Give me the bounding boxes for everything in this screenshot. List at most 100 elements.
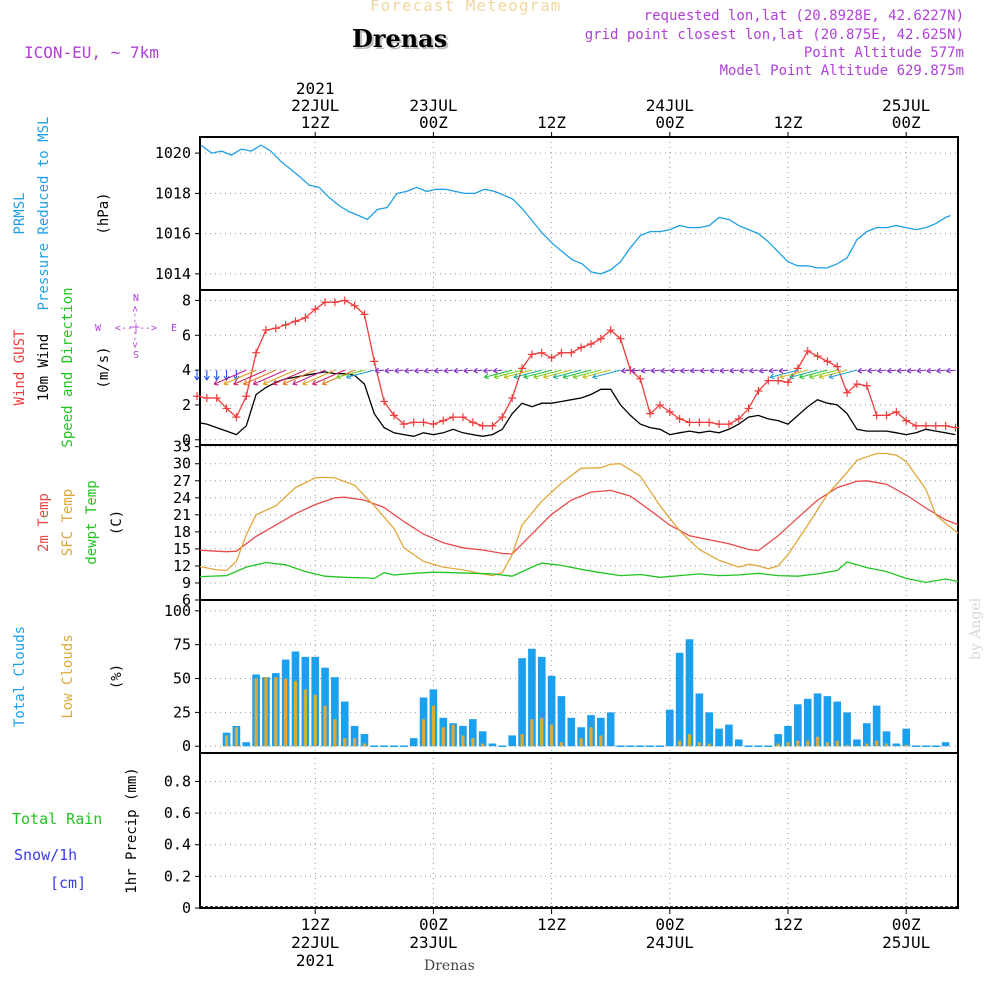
gust-marker	[232, 413, 241, 422]
panel-label: PRMSL	[12, 192, 28, 234]
total-cloud-bar	[488, 743, 497, 747]
gust-marker	[813, 352, 822, 361]
wind-arrow	[631, 369, 641, 372]
low-cloud-bar	[776, 743, 780, 747]
total-cloud-bar	[606, 712, 615, 747]
total-cloud-bar	[734, 739, 743, 747]
bottom-time-label: 22JUL	[291, 933, 339, 952]
wind-arrowhead	[252, 380, 259, 386]
gridpoint-coords: grid point closest lon,lat (20.875E, 42.…	[584, 27, 964, 43]
y-tick-label: 24	[173, 489, 191, 507]
wind-arrow	[887, 369, 897, 372]
wind-arrowhead	[887, 367, 892, 374]
low-cloud-bar	[786, 742, 790, 747]
wind-arrowhead	[463, 367, 469, 374]
wind-arrow	[819, 369, 848, 378]
gust-marker	[429, 420, 438, 429]
top-time-label: 25JUL	[882, 96, 930, 115]
gust-marker	[419, 418, 428, 427]
low-cloud-bar	[559, 742, 564, 747]
low-cloud-bar	[353, 738, 357, 747]
wind-arrow	[213, 369, 247, 385]
wind-arrowhead	[650, 367, 656, 374]
total-cloud-bar	[813, 693, 822, 747]
bottom-station-name: Drenas	[424, 958, 475, 974]
wind-arrowhead	[789, 373, 795, 380]
total-cloud-bar	[360, 734, 369, 747]
wind-arrow	[394, 369, 404, 372]
wind-arrow	[857, 369, 867, 372]
total-cloud-bar	[567, 717, 576, 747]
wind-arrow	[926, 369, 936, 372]
low-cloud-bar	[579, 738, 583, 747]
wind-arrow	[660, 369, 670, 372]
gust-marker	[843, 388, 852, 397]
wind-arrowhead	[818, 373, 824, 380]
wind-arrowhead	[572, 373, 578, 380]
wind-arrowhead	[243, 380, 249, 386]
wind-arrowhead	[433, 367, 439, 374]
wind-arrow	[759, 369, 769, 372]
wind-arrowhead	[404, 367, 410, 374]
low-cloud-bar	[421, 719, 426, 747]
gust-marker	[941, 421, 950, 430]
total-cloud-bar	[774, 734, 782, 747]
gust-marker	[242, 392, 251, 401]
gust-marker	[330, 298, 339, 307]
wind-arrow	[877, 369, 887, 372]
gust-marker	[606, 326, 615, 335]
gust-marker	[715, 420, 724, 429]
gust-marker	[921, 421, 930, 430]
series-line-temperature-2	[200, 561, 958, 584]
low-cloud-bar	[431, 705, 435, 747]
gust-marker	[655, 400, 664, 409]
y-tick-label: 0	[182, 737, 191, 755]
wind-arrowhead	[321, 380, 328, 386]
wind-arrow	[414, 369, 424, 372]
gust-marker	[301, 313, 310, 322]
bottom-time-label: 2021	[296, 951, 335, 970]
y-tick-label: 0.6	[164, 804, 191, 822]
wind-arrow	[484, 369, 513, 378]
low-cloud-bar	[865, 743, 869, 747]
gust-marker	[498, 413, 507, 422]
gust-marker	[705, 418, 714, 427]
low-cloud-bar	[884, 743, 889, 747]
panel-label: (m/s)	[96, 346, 112, 388]
wind-arrow	[779, 369, 808, 378]
total-cloud-bar	[695, 693, 704, 747]
low-cloud-bar	[254, 678, 258, 747]
total-cloud-bar	[725, 724, 733, 747]
wind-arrowhead	[877, 367, 882, 374]
wind-arrowhead	[867, 367, 873, 374]
low-cloud-bar	[825, 742, 829, 747]
wind-arrow	[680, 369, 690, 372]
gust-marker	[596, 334, 605, 343]
low-cloud-bar	[845, 744, 849, 747]
gust-marker	[557, 348, 566, 357]
wind-arrowhead	[857, 367, 863, 374]
y-tick-label: 12	[173, 557, 191, 575]
series-line-temperature-1	[200, 452, 958, 577]
wind-arrowhead	[203, 375, 210, 381]
gust-marker	[833, 362, 842, 371]
gust-marker	[380, 397, 389, 406]
gust-marker	[902, 416, 911, 425]
wind-arrowhead	[640, 367, 646, 374]
total-cloud-bar	[823, 696, 832, 747]
gust-marker	[784, 378, 792, 387]
gust-marker	[449, 413, 458, 422]
low-cloud-bar	[284, 678, 288, 747]
wind-arrowhead	[483, 367, 488, 374]
wind-arrow	[424, 369, 434, 372]
wind-arrow	[375, 369, 385, 372]
gust-marker	[488, 421, 497, 430]
gust-marker	[724, 420, 733, 429]
gust-marker	[852, 380, 861, 389]
wind-arrow	[582, 369, 611, 378]
gust-marker	[547, 353, 556, 362]
top-time-label: 00Z	[892, 113, 921, 132]
wind-arrow	[282, 369, 316, 385]
total-cloud-bar	[715, 728, 723, 747]
